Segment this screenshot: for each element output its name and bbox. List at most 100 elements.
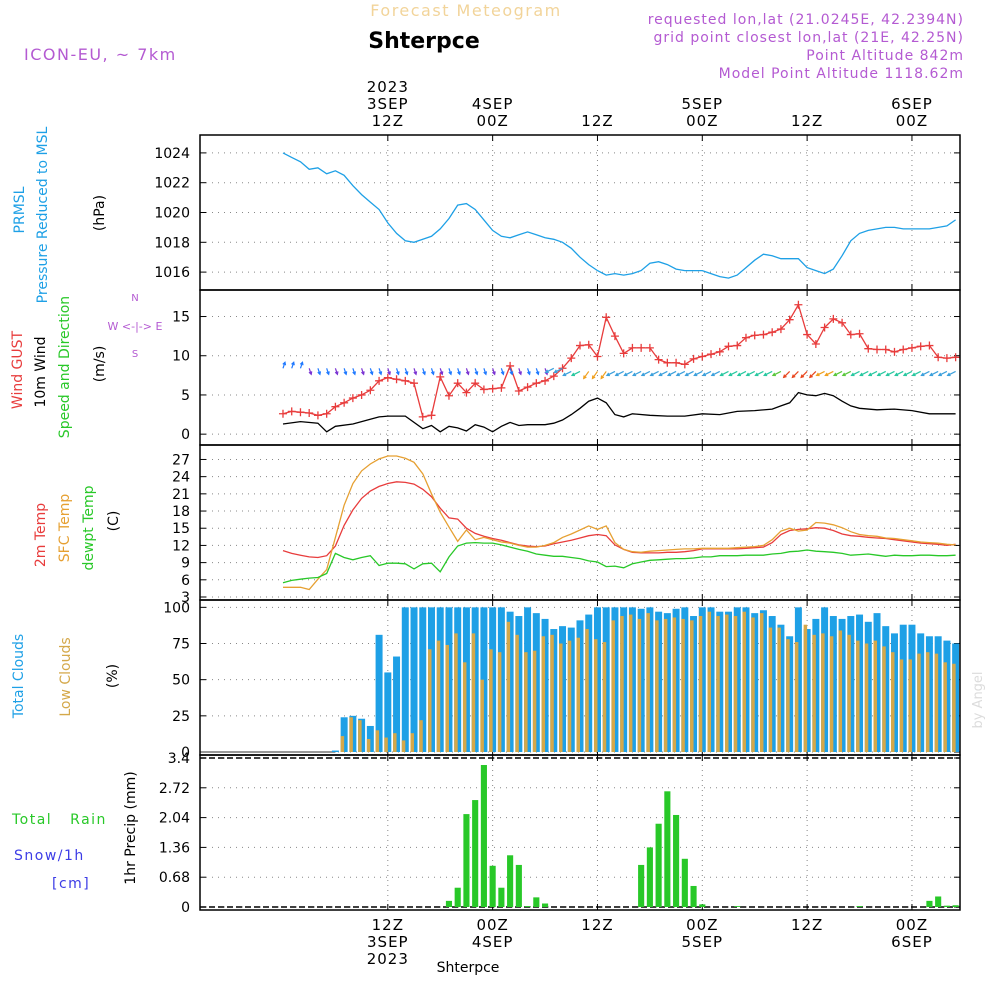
wind-arrow <box>624 370 633 376</box>
wind-arrow-head <box>299 361 304 366</box>
y-tick-label: 1022 <box>154 176 190 192</box>
gust-marker <box>881 345 890 354</box>
wind-arrow <box>886 370 895 376</box>
wind-arrow-head <box>422 371 426 376</box>
cloud-labels: Total Clouds Low Clouds (%) <box>11 634 121 719</box>
gust-marker <box>401 376 410 385</box>
wind-arrow-head <box>684 372 689 377</box>
y-tick-label: 0 <box>181 745 190 761</box>
wind-arrow <box>763 370 773 376</box>
wind-arrow-head <box>457 371 461 376</box>
wind-arrow-head <box>518 371 522 376</box>
gust-marker <box>785 315 794 324</box>
wind-arrow-head <box>675 372 680 377</box>
pressure-labels: PRMSL Pressure Reduced to MSL (hPa) <box>12 126 108 303</box>
series-line <box>282 152 956 279</box>
low-cloud-bar <box>585 629 589 752</box>
gust-marker <box>925 341 934 350</box>
wind-arrow-head <box>387 371 391 376</box>
gust-marker <box>418 412 427 421</box>
rain-bar <box>935 896 942 907</box>
low-cloud-bar <box>375 730 380 752</box>
low-cloud-bar <box>646 613 650 752</box>
wind-arrow <box>545 367 555 373</box>
y-tick-label: 3 <box>181 590 190 606</box>
low-cloud-bar <box>611 620 615 752</box>
panel-frame <box>199 754 961 911</box>
wind-arrow <box>591 371 598 379</box>
wind-arrow-head <box>492 371 496 376</box>
prmsl-label: PRMSL <box>12 186 28 233</box>
wind-arrow-head <box>413 371 418 376</box>
low-cloud-bar <box>663 618 668 752</box>
gust-marker <box>366 386 375 395</box>
gust-marker <box>942 354 951 363</box>
wind-arrow <box>860 370 869 376</box>
snow-cm-label: [cm] <box>52 876 90 892</box>
low-cloud-bar <box>899 659 904 752</box>
bottom-time-label: 6SEP <box>891 933 933 951</box>
wind-dir-label: Speed and Direction <box>57 296 73 438</box>
y-tick-label: 6 <box>181 573 190 589</box>
total-cloud-bar <box>401 607 409 752</box>
prmsl-desc-label: Pressure Reduced to MSL <box>35 126 51 303</box>
gust-marker <box>488 384 497 393</box>
wind-arrow-head <box>929 372 934 377</box>
gust-marker <box>707 350 716 359</box>
low-cloud-bar <box>567 640 572 752</box>
y-tick-label: 0 <box>181 427 190 443</box>
low-cloud-bar <box>768 627 773 752</box>
low-cloud-bar <box>419 720 423 752</box>
rain-bar <box>926 900 933 907</box>
wind-panel: 0 5 10 15 <box>172 289 961 446</box>
gust-marker <box>278 409 287 418</box>
wind-arrow <box>868 370 878 376</box>
rain-bar <box>943 905 950 907</box>
y-tick-label: 1018 <box>154 235 190 251</box>
top-time-label: 3SEP <box>367 95 409 113</box>
low-cloud-bar <box>716 616 720 752</box>
requested-coords: requested lon,lat (21.0245E, 42.2394N) <box>648 12 964 28</box>
y-tick-label: 1016 <box>154 265 190 281</box>
wind-unit-label: (m/s) <box>92 346 108 383</box>
wind-arrow <box>606 370 616 376</box>
chart-title: Shterpce <box>368 29 480 54</box>
wind-arrow-head <box>719 372 724 377</box>
gust-marker <box>741 333 750 342</box>
wind-arrow <box>929 370 939 376</box>
wind-arrow-head <box>509 371 514 376</box>
bottom-time-label: 00Z <box>686 916 718 934</box>
wind-arrow-head <box>815 372 820 377</box>
pressure-panel: 1016 1018 1020 1022 1024 <box>154 134 961 291</box>
gust-marker <box>322 409 331 418</box>
wind-arrow-head <box>535 371 540 376</box>
low-cloud-bar <box>829 636 834 752</box>
temp-unit-label: (C) <box>106 511 122 532</box>
gust-marker <box>610 332 619 341</box>
wind-arrow <box>615 370 624 376</box>
wind-arrow <box>641 370 651 376</box>
gust-marker <box>462 388 471 397</box>
wind-arrow <box>650 370 659 376</box>
gust-marker <box>864 344 873 353</box>
gust-marker <box>715 347 724 356</box>
compass-s: S <box>132 349 138 360</box>
low-cloud-bar <box>550 634 554 752</box>
wind-arrow <box>755 370 764 376</box>
wind-arrow <box>659 370 668 376</box>
total-cloud-bar <box>419 607 427 752</box>
rain-bar <box>681 858 688 907</box>
wind-arrow <box>694 370 703 376</box>
wind-arrow <box>921 370 930 376</box>
wind-arrow-head <box>710 372 715 377</box>
wind-arrow <box>571 370 581 376</box>
wind-arrow-head <box>701 372 707 377</box>
wind-arrow-head <box>317 371 322 376</box>
low-cloud-bar <box>698 616 703 752</box>
bottom-time-label: 4SEP <box>472 933 514 951</box>
gust-marker <box>497 383 506 392</box>
wind-arrow <box>600 371 607 379</box>
low-cloud-bar <box>576 637 580 752</box>
wind-arrow <box>554 367 563 373</box>
wind-arrow-head <box>553 369 558 373</box>
